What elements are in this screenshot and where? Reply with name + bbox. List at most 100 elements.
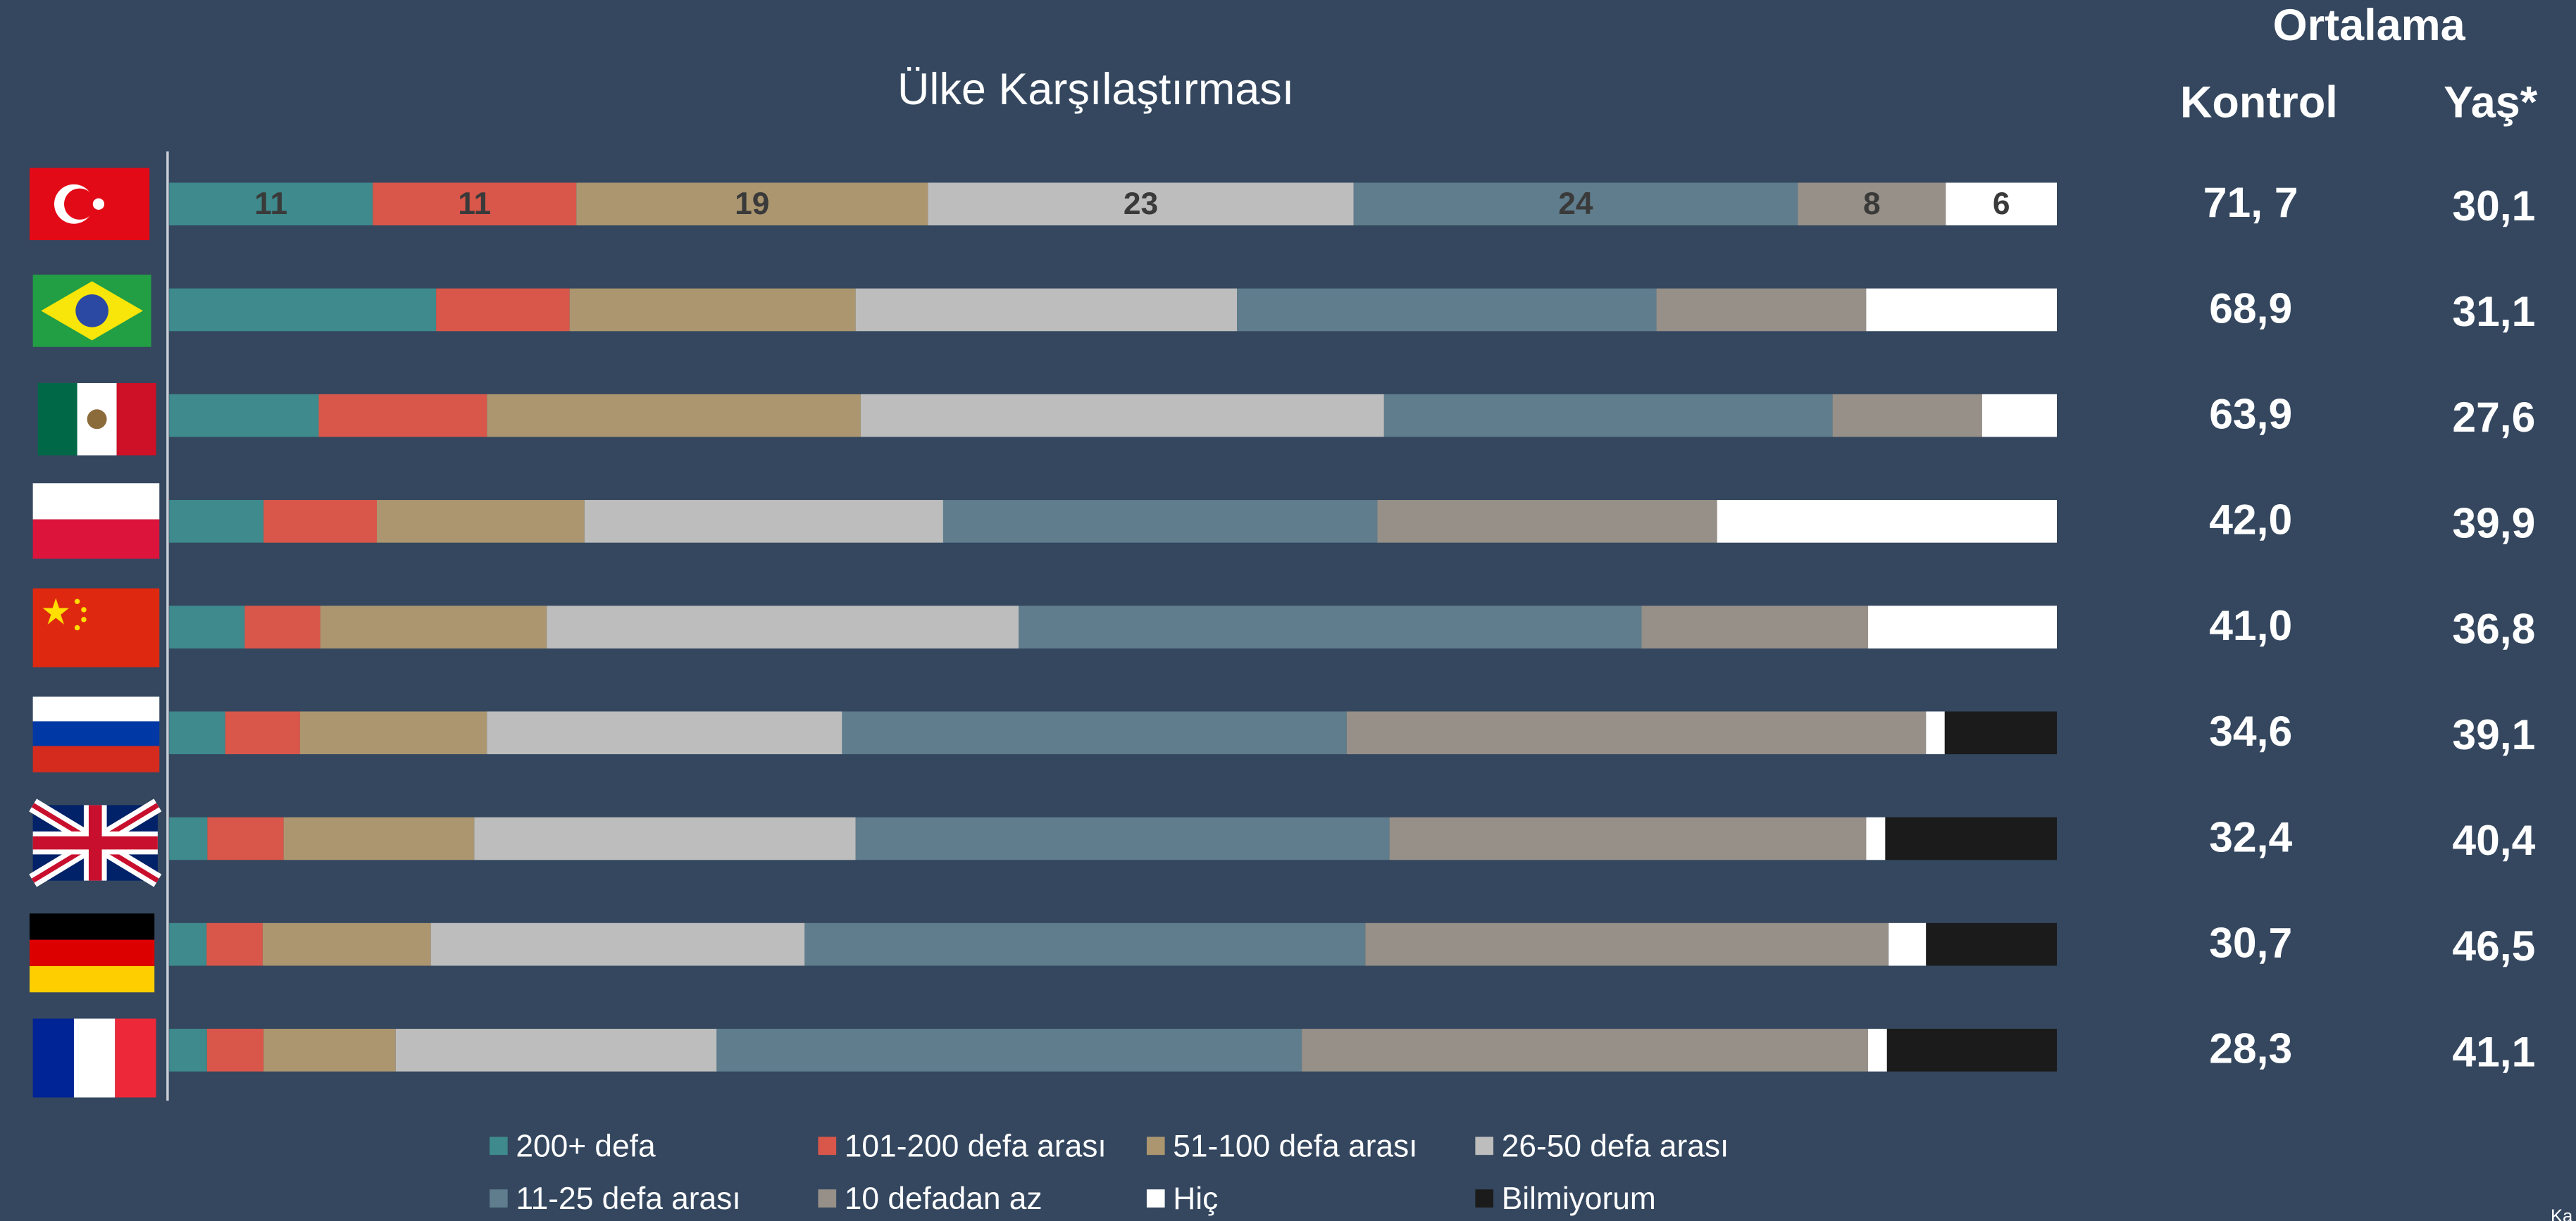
corner-text: Ka [2551,1207,2573,1221]
bar-segment [318,394,487,437]
bar-segment [716,1029,1302,1072]
bar-segment [474,817,856,860]
bar-segment [169,922,207,966]
legend-label: 26-50 defa arası [1502,1129,1729,1164]
bar-segment [1019,606,1642,649]
legend-swatch [490,1137,508,1156]
bar-segment [584,500,943,543]
table-value: 36,8 [2452,605,2535,653]
bar-segment [855,817,1390,860]
bar-segment [169,711,225,755]
bar-segment [1886,1029,2058,1072]
bar-segment [547,606,1019,649]
data-label: 6 [1993,187,2010,221]
bar-segment [1866,817,1886,860]
bar-segment [928,182,1354,226]
data-label: 24 [1558,187,1593,221]
bar-segment [842,711,1347,755]
bar-segment [244,606,321,649]
legend-swatch [818,1137,837,1156]
bar-segment [1641,606,1869,649]
legend-swatch [818,1189,837,1208]
legend-label: Hiç [1173,1182,1218,1216]
bar-segment [169,1029,207,1072]
table-value: 63,9 [2209,390,2292,438]
bar-segment [169,394,319,437]
bar-segment [1377,500,1717,543]
legend-swatch [1146,1189,1165,1208]
bar-segment [804,922,1366,966]
legend-label: Bilmiyorum [1502,1182,1656,1216]
table-value: 42,0 [2209,496,2292,544]
flag-china [32,588,160,668]
table-value: 32,4 [2209,813,2292,860]
bar-segment [1885,817,2058,860]
bar-segment [487,394,861,437]
table-value: 41,1 [2452,1027,2535,1075]
flag-russia [32,696,160,772]
flag-uk [29,799,162,887]
table-value: 28,3 [2209,1025,2292,1072]
legend-label: 101-200 defa arası [845,1129,1107,1164]
bar-segment [169,817,208,860]
data-label: 11 [254,187,287,221]
bar-segment [376,500,585,543]
legend-label: 11-25 defa arası [516,1182,740,1216]
bar-segment [1389,817,1867,860]
bar-segment [942,500,1378,543]
flag-france [32,1018,156,1098]
bar-segment [262,922,431,966]
bar-segment [169,606,245,649]
legend-swatch [1475,1137,1494,1156]
bar-segment [283,817,475,860]
legend-label: 51-100 defa arası [1173,1129,1417,1164]
table-value: 68,9 [2209,284,2292,332]
table-title: Ortalama [2273,1,2466,50]
data-label: 8 [1863,187,1881,221]
data-label: 11 [458,187,491,221]
bar-segment [430,922,805,966]
table-value: 71, 7 [2203,178,2298,226]
table-value: 40,4 [2452,816,2535,864]
bar-segment [1656,288,1867,332]
bar-segment [855,288,1238,332]
bar-segment [1868,606,2058,649]
bar-segment [569,288,856,332]
bar-segment [320,606,547,649]
bar-segment [1868,1029,1887,1072]
flag-brazil [32,275,151,347]
data-label: 23 [1124,187,1158,221]
bar-segment [1832,394,1982,437]
table-value: 27,6 [2452,393,2535,441]
table-value: 34,6 [2209,707,2292,755]
bar-segment [1926,711,1945,755]
legend-swatch [1475,1189,1494,1208]
bar-segment [1946,182,2058,226]
bar-segment [1866,288,2058,332]
bar-segment [1981,394,2058,437]
bar-segment [263,1029,396,1072]
bar-segment [206,922,263,966]
column-header: Yaş* [2444,77,2538,127]
legend-label: 200+ defa [516,1129,656,1164]
bar-segment [1798,182,1946,226]
flag-mexico [37,382,156,456]
bar-segment [436,288,570,332]
bar-segment [1237,288,1657,332]
bar-segment [1302,1029,1869,1072]
bar-segment [1889,922,1927,966]
bar-segment [1944,711,2058,755]
bar-segment [169,288,437,332]
legend-swatch [1146,1137,1165,1156]
legend-label: 10 defadan az [845,1182,1043,1216]
table-value: 31,1 [2452,287,2535,335]
flag-poland [32,483,160,559]
bar-segment [1353,182,1798,226]
legend-swatch [490,1189,508,1208]
chart-title: Ülke Karşılaştırması [897,65,1294,114]
table-value: 30,7 [2209,918,2292,966]
bar-segment [1365,922,1889,966]
table-value: 30,1 [2452,182,2535,230]
